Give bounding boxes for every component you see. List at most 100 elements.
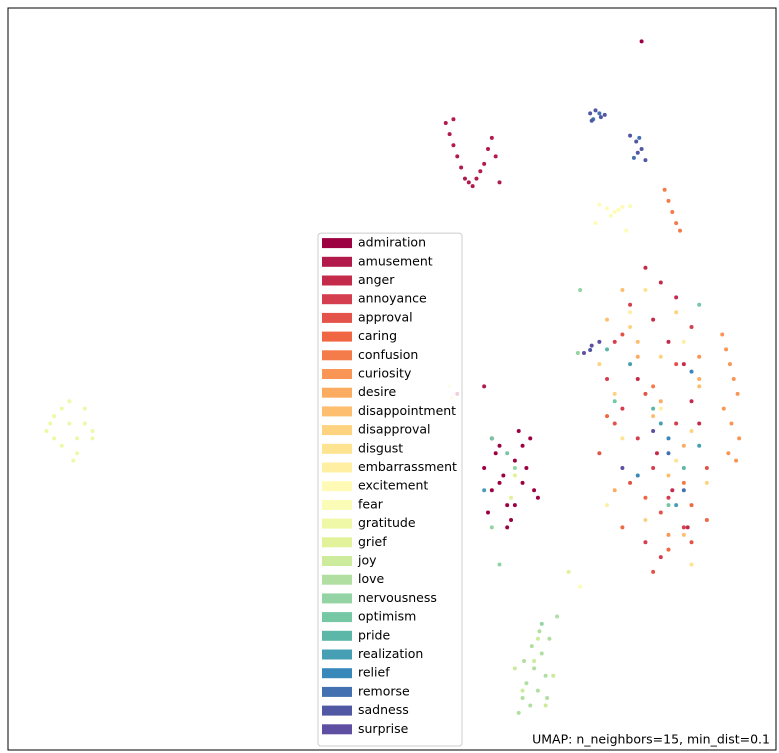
point [658, 421, 663, 426]
point [685, 525, 690, 530]
point [628, 480, 633, 485]
legend-swatch [322, 387, 352, 398]
point [643, 517, 648, 522]
legend-swatch [322, 294, 352, 305]
point [666, 198, 671, 203]
point [666, 339, 671, 344]
point [658, 406, 663, 411]
legend-swatch [322, 238, 352, 249]
legend-swatch [322, 499, 352, 510]
point [726, 451, 731, 456]
point [612, 488, 617, 493]
point [578, 584, 583, 589]
point [466, 180, 471, 185]
point [597, 111, 602, 116]
point [674, 503, 679, 508]
point [75, 436, 80, 441]
point [620, 332, 625, 337]
point [620, 287, 625, 292]
point [735, 391, 740, 396]
point [489, 525, 494, 530]
point [52, 414, 57, 419]
point [605, 377, 610, 381]
point [628, 204, 633, 209]
legend-label: remorse [358, 683, 410, 698]
point [689, 325, 694, 330]
point [689, 562, 694, 567]
point [543, 673, 548, 678]
point [482, 466, 487, 471]
point [505, 503, 510, 508]
point [539, 651, 544, 656]
point [52, 436, 57, 441]
legend-swatch [322, 481, 352, 492]
point [597, 362, 602, 367]
point [497, 180, 502, 185]
point [651, 317, 656, 322]
legend-swatch [322, 705, 352, 716]
legend-label: disapproval [358, 422, 431, 437]
point [482, 384, 487, 389]
point [666, 495, 671, 500]
point [666, 473, 671, 478]
legend-label: relief [358, 665, 390, 680]
point [681, 480, 686, 485]
point [605, 503, 610, 508]
legend-label: desire [358, 384, 396, 399]
point [620, 525, 625, 530]
point [651, 466, 656, 471]
point [620, 204, 625, 209]
legend-swatch [322, 425, 352, 436]
point [631, 155, 636, 160]
point [493, 451, 498, 456]
point [612, 391, 617, 396]
legend-label: sadness [358, 702, 409, 717]
legend-swatch [322, 406, 352, 417]
legend-swatch [322, 537, 352, 548]
point [512, 503, 517, 508]
point [721, 406, 726, 411]
point [720, 332, 725, 337]
point [628, 133, 633, 138]
point [598, 115, 603, 120]
point [651, 406, 656, 411]
point [505, 525, 510, 530]
point [635, 354, 640, 359]
point [532, 488, 537, 493]
point [543, 703, 548, 708]
point [635, 473, 640, 478]
point [478, 169, 483, 174]
point [520, 696, 525, 701]
point [497, 480, 502, 485]
point [501, 473, 506, 478]
point [575, 351, 580, 356]
point [674, 362, 679, 367]
point [666, 436, 671, 441]
legend-label: pride [358, 627, 390, 642]
point [516, 428, 521, 433]
legend-swatch [322, 518, 352, 529]
point [528, 436, 533, 441]
legend-swatch [322, 556, 352, 566]
point [666, 547, 671, 552]
point [628, 362, 633, 367]
legend-swatch [322, 668, 352, 679]
point [455, 154, 460, 159]
point [71, 458, 76, 463]
legend-label: gratitude [358, 515, 416, 530]
point [566, 569, 571, 574]
point [512, 666, 517, 671]
point [462, 176, 467, 181]
legend-label: fear [358, 496, 384, 511]
point [731, 377, 736, 381]
point [635, 339, 640, 344]
point [597, 451, 602, 456]
point [602, 112, 607, 117]
point [486, 510, 490, 515]
annotation: UMAP: n_neighbors=15, min_dist=0.1 [532, 732, 770, 747]
legend-label: admiration [358, 235, 426, 250]
legend: admiration amusement anger annoyance approva… [317, 232, 463, 747]
point [520, 443, 525, 448]
point [681, 532, 686, 537]
